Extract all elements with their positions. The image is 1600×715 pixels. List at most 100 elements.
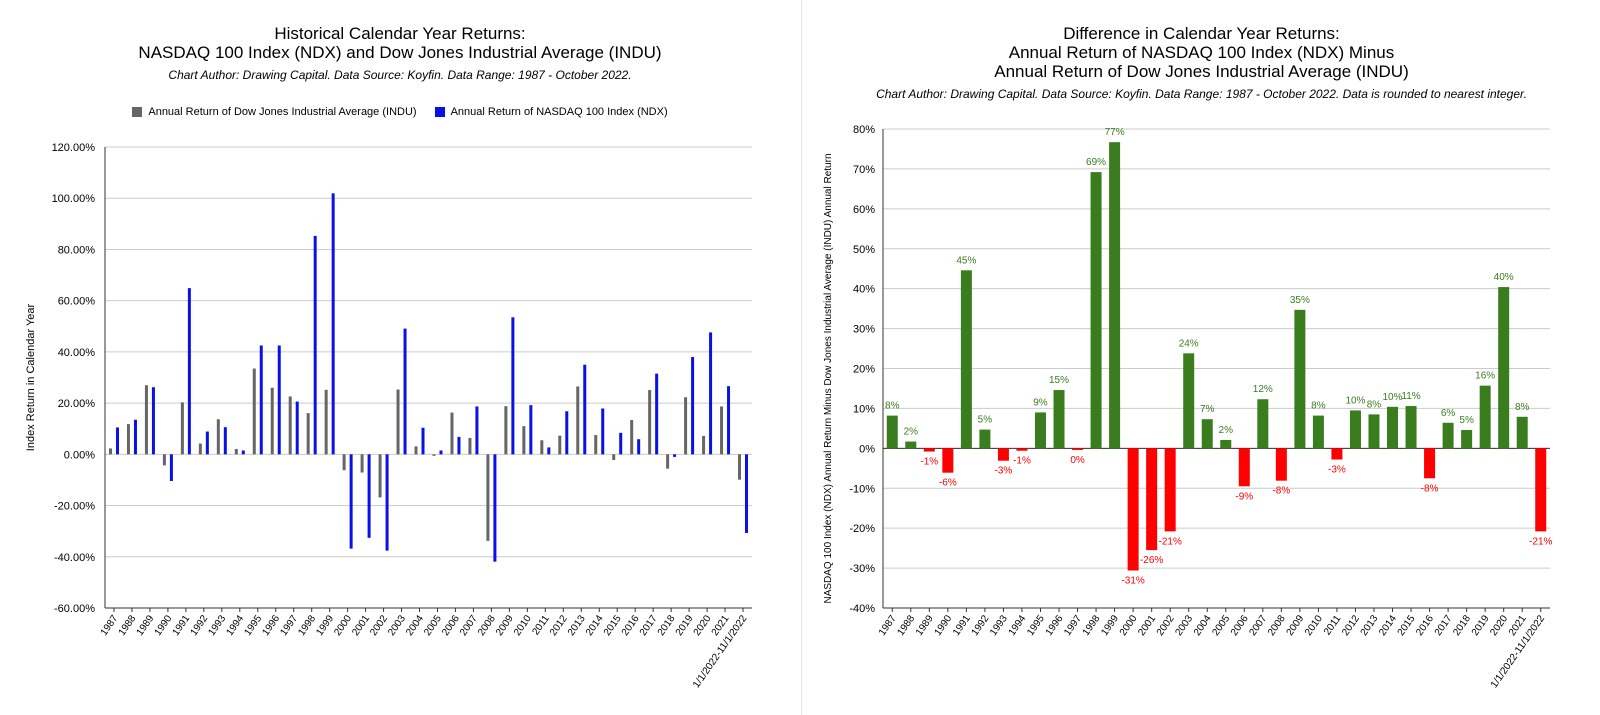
right-x-tick-label: 2017 (1433, 613, 1455, 638)
diff-bar (1109, 142, 1121, 449)
right-x-tick-label: 1990 (933, 613, 955, 638)
bar-indu (342, 454, 346, 471)
left-x-tick-label: 2019 (674, 613, 696, 638)
bar-indu (738, 454, 742, 480)
bar-ndx (619, 432, 623, 455)
bar-ndx (241, 450, 245, 455)
bar-ndx (727, 386, 731, 455)
diff-bar (1331, 448, 1343, 460)
bar-ndx (295, 401, 299, 455)
diff-bar (1146, 448, 1158, 551)
left-y-tick-label: 0.00% (64, 449, 95, 461)
diff-bar (1034, 412, 1046, 449)
bar-indu (594, 435, 598, 455)
right-x-tick-label: 2018 (1451, 613, 1473, 638)
bar-indu (198, 443, 202, 455)
bar-ndx (223, 427, 227, 455)
diff-data-label: 5% (1459, 415, 1474, 426)
diff-bar (905, 441, 917, 449)
right-x-tick-label: 2016 (1414, 613, 1436, 638)
left-x-tick-label: 1995 (242, 613, 264, 638)
bar-ndx (115, 427, 119, 455)
right-x-tick-label: 2015 (1396, 613, 1418, 638)
right-y-tick-label: -30% (849, 563, 875, 575)
diff-data-label: 16% (1475, 371, 1495, 382)
left-x-tick-label: 1990 (153, 613, 175, 638)
right-x-tick-label: 1995 (1025, 613, 1047, 638)
bar-ndx (601, 408, 605, 455)
bar-ndx (367, 454, 371, 538)
right-y-tick-label: 70% (853, 164, 875, 176)
left-chart-title: Historical Calendar Year Returns: NASDAQ… (0, 24, 800, 62)
diff-bar (1090, 172, 1102, 449)
bar-ndx (493, 454, 497, 562)
left-x-tick-label: 2014 (584, 613, 606, 638)
diff-bar (1257, 399, 1269, 449)
bar-indu (630, 420, 634, 455)
bar-indu (360, 454, 364, 473)
diff-bar (997, 448, 1009, 461)
right-x-tick-label: 2001 (1136, 613, 1158, 638)
diff-bar (1516, 416, 1528, 449)
left-x-tick-label: 1989 (135, 613, 157, 638)
right-x-tick-label: 2007 (1248, 613, 1270, 638)
left-x-tick-label: 2015 (602, 613, 624, 638)
bar-ndx (529, 405, 533, 455)
right-x-tick-label: 1998 (1081, 613, 1103, 638)
diff-bar (1072, 448, 1084, 450)
diff-data-label: 35% (1290, 295, 1310, 306)
bar-indu (270, 387, 274, 455)
right-y-tick-label: 10% (853, 403, 875, 415)
legend-label-indu: Annual Return of Dow Jones Industrial Av… (148, 106, 417, 118)
diff-bar (1349, 410, 1361, 449)
left-y-tick-label: 40.00% (58, 347, 96, 359)
diff-data-label: -31% (1121, 575, 1144, 586)
bar-ndx (439, 450, 443, 455)
right-x-tick-label: 1991 (951, 613, 973, 638)
right-title-line-1: Difference in Calendar Year Returns: (1063, 24, 1340, 43)
diff-data-label: -21% (1529, 536, 1552, 547)
bar-ndx (331, 193, 335, 455)
diff-bar (1368, 414, 1380, 449)
left-chart-legend: Annual Return of Dow Jones Industrial Av… (0, 106, 800, 118)
bar-indu (522, 426, 526, 455)
right-x-tick-label: 2012 (1340, 613, 1362, 638)
left-x-tick-label: 2013 (566, 613, 588, 638)
left-x-tick-label: 1987 (99, 613, 121, 638)
legend-item-indu[interactable]: Annual Return of Dow Jones Industrial Av… (132, 106, 417, 118)
diff-bar (1461, 429, 1473, 449)
bar-indu (720, 406, 724, 455)
bar-indu (612, 454, 616, 460)
left-x-tick-label: 2012 (548, 613, 570, 638)
left-chart-panel: Historical Calendar Year Returns: NASDAQ… (0, 24, 800, 690)
legend-item-ndx[interactable]: Annual Return of NASDAQ 100 Index (NDX) (434, 106, 668, 118)
right-x-tick-label: 1997 (1062, 613, 1084, 638)
bar-ndx (385, 454, 389, 551)
right-x-tick-label: 1994 (1007, 613, 1029, 638)
bar-ndx (673, 454, 677, 457)
bar-ndx (691, 357, 695, 455)
right-y-tick-label: 40% (853, 284, 875, 296)
diff-bar (1498, 287, 1510, 449)
bar-ndx (637, 439, 641, 455)
left-x-tick-label: 1994 (224, 613, 246, 638)
right-x-tick-label: 2013 (1359, 613, 1381, 638)
bar-indu (702, 435, 706, 455)
bar-ndx (709, 332, 713, 455)
diff-data-label: 8% (1515, 402, 1530, 413)
right-y-tick-label: 30% (853, 324, 875, 336)
diff-data-label: 11% (1401, 391, 1420, 402)
left-title-line-1: Historical Calendar Year Returns: (274, 24, 526, 43)
left-y-axis-title: Index Return in Calendar Year (25, 303, 37, 451)
diff-data-label: -21% (1159, 536, 1182, 547)
left-x-tick-label: 2001 (350, 613, 372, 638)
right-y-tick-label: 80% (853, 124, 875, 136)
right-x-tick-label: 2011 (1322, 613, 1344, 637)
left-x-tick-label: 2020 (692, 613, 714, 638)
diff-data-label: 12% (1253, 384, 1273, 395)
bar-ndx (277, 345, 281, 455)
diff-data-label: -3% (1328, 465, 1346, 476)
diff-data-label: 8% (1311, 401, 1326, 412)
right-x-tick-label: 2006 (1229, 613, 1251, 638)
bar-indu (396, 389, 400, 455)
